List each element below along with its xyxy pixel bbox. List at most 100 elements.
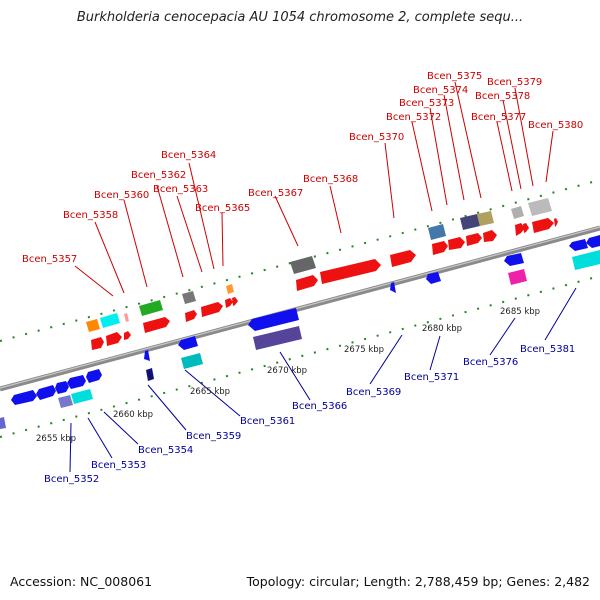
reverse-genes — [0, 235, 600, 429]
scale-label: 2675 kbp — [344, 345, 384, 355]
genome-summary-text: Topology: circular; Length: 2,788,459 bp… — [246, 574, 590, 589]
map-title: Burkholderia cenocepacia AU 1054 chromos… — [76, 10, 524, 25]
scale-label: 2680 kbp — [422, 324, 462, 334]
gene-bar — [185, 310, 197, 322]
gene-label: Bcen_5352 — [44, 474, 99, 485]
gene-bar — [460, 214, 480, 230]
gene-bar — [91, 337, 104, 350]
gene-label: Bcen_5360 — [94, 190, 149, 201]
gene-bar — [124, 331, 131, 340]
gene-bar — [106, 332, 122, 346]
gene-bar — [426, 272, 441, 284]
gene-bar — [523, 223, 529, 233]
gene-label: Bcen_5374 — [413, 85, 468, 96]
gene-bar — [139, 300, 163, 316]
gene-bar — [432, 241, 448, 255]
gene-bar — [532, 218, 554, 233]
gene-bar — [0, 417, 6, 429]
scale-label: 2655 kbp — [36, 434, 76, 444]
gene-label: Bcen_5363 — [153, 184, 208, 195]
gene-bar — [320, 259, 381, 284]
gene-bar — [11, 390, 37, 405]
gene-bar — [504, 253, 524, 266]
gene-label: Bcen_5362 — [131, 170, 186, 181]
gene-bar — [143, 317, 170, 333]
gene-bar — [178, 336, 198, 350]
gene-bar — [181, 353, 203, 369]
gene-bar — [124, 313, 129, 322]
gene-bar — [36, 385, 56, 400]
gene-bar — [390, 250, 416, 267]
bottom-leader-lines — [69, 287, 577, 473]
gene-bar — [58, 395, 73, 408]
gene-label: Bcen_5368 — [303, 174, 358, 185]
gene-label: Bcen_5364 — [161, 150, 216, 161]
gene-label: Bcen_5358 — [63, 210, 118, 221]
genome-backbone — [0, 225, 600, 392]
gene-bar — [67, 375, 86, 389]
gene-bar — [146, 368, 154, 381]
gene-bar — [511, 206, 524, 219]
gene-bar — [55, 381, 69, 394]
genome-backbone-highlight — [0, 226, 600, 389]
gene-label: Bcen_5354 — [138, 445, 193, 456]
scale-labels: 2655 kbp 2660 kbp 2665 kbp 2670 kbp 2675… — [36, 307, 540, 444]
scale-label: 2660 kbp — [113, 410, 153, 420]
gene-bar — [390, 282, 396, 293]
scale-label: 2670 kbp — [267, 366, 307, 376]
gene-label: Bcen_5376 — [463, 357, 518, 368]
scale-label: 2665 kbp — [190, 387, 230, 397]
gene-label: Bcen_5359 — [186, 431, 241, 442]
gene-bar — [225, 298, 233, 308]
gene-bar — [144, 350, 150, 361]
gene-label: Bcen_5379 — [487, 77, 542, 88]
gene-label: Bcen_5361 — [240, 416, 295, 427]
gene-bar — [554, 218, 558, 227]
gene-bar — [528, 198, 552, 216]
gene-bar — [569, 239, 588, 251]
gene-label: Bcen_5375 — [427, 71, 482, 82]
gene-bar — [477, 211, 494, 226]
gene-bar — [86, 369, 102, 383]
gene-label: Bcen_5370 — [349, 132, 404, 143]
gene-label: Bcen_5357 — [22, 254, 77, 265]
gene-label: Bcen_5353 — [91, 460, 146, 471]
gene-bar — [182, 291, 196, 304]
gene-bar — [466, 233, 482, 246]
gene-label: Bcen_5378 — [475, 91, 530, 102]
gene-bar — [201, 302, 223, 317]
gene-bar — [226, 284, 234, 294]
gene-bar — [483, 230, 497, 242]
bottom-gene-labels: Bcen_5352 Bcen_5353 Bcen_5354 Bcen_5359 … — [44, 344, 575, 485]
gene-bar — [86, 319, 100, 332]
gene-bar — [586, 235, 600, 248]
top-leader-lines — [74, 81, 554, 297]
gene-bar — [515, 223, 525, 236]
forward-genes — [86, 198, 558, 350]
gene-bar — [448, 237, 465, 250]
gene-label: Bcen_5373 — [399, 98, 454, 109]
gene-label: Bcen_5369 — [346, 387, 401, 398]
gene-label: Bcen_5371 — [404, 372, 459, 383]
gene-bar — [100, 313, 120, 328]
gene-label: Bcen_5377 — [471, 112, 526, 123]
top-gene-labels: Bcen_5357 Bcen_5358 Bcen_5360 Bcen_5362 … — [22, 71, 583, 265]
gene-bar — [248, 308, 299, 331]
gene-bar — [253, 326, 302, 350]
gene-bar — [232, 297, 238, 306]
gene-label: Bcen_5365 — [195, 203, 250, 214]
gene-label: Bcen_5372 — [386, 112, 441, 123]
gene-label: Bcen_5381 — [520, 344, 575, 355]
gene-label: Bcen_5380 — [528, 120, 583, 131]
scale-label: 2685 kbp — [500, 307, 540, 317]
gene-bar — [71, 389, 93, 404]
gene-label: Bcen_5366 — [292, 401, 347, 412]
accession-text: Accession: NC_008061 — [10, 574, 153, 589]
gene-bar — [508, 269, 527, 285]
gene-bar — [296, 275, 318, 291]
gene-bar — [572, 250, 600, 270]
gene-label: Bcen_5367 — [248, 188, 303, 199]
gene-bar — [428, 224, 446, 240]
gene-bar — [290, 256, 316, 274]
